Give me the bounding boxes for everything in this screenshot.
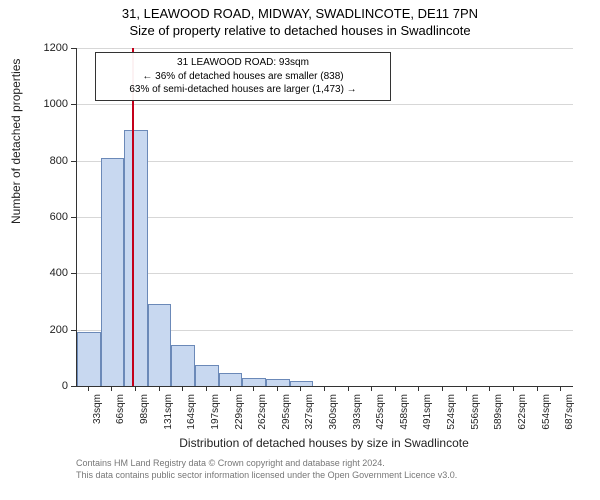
grid-line: [77, 161, 573, 162]
x-tick-label: 524sqm: [446, 394, 457, 434]
x-tick-label: 262sqm: [257, 394, 268, 434]
x-tick-mark: [88, 386, 89, 391]
x-tick-mark: [395, 386, 396, 391]
grid-line: [77, 273, 573, 274]
y-tick-mark: [71, 161, 76, 162]
grid-line: [77, 104, 573, 105]
y-tick-mark: [71, 217, 76, 218]
x-tick-mark: [135, 386, 136, 391]
x-tick-mark: [111, 386, 112, 391]
footer-line: This data contains public sector informa…: [76, 470, 457, 482]
x-tick-label: 622sqm: [517, 394, 528, 434]
y-tick-label: 400: [50, 267, 68, 279]
x-tick-mark: [466, 386, 467, 391]
x-tick-label: 98sqm: [139, 394, 150, 434]
footer-line: Contains HM Land Registry data © Crown c…: [76, 458, 457, 470]
x-tick-label: 164sqm: [186, 394, 197, 434]
x-tick-mark: [371, 386, 372, 391]
x-tick-label: 229sqm: [234, 394, 245, 434]
x-tick-label: 491sqm: [422, 394, 433, 434]
y-tick-label: 600: [50, 211, 68, 223]
x-tick-mark: [324, 386, 325, 391]
y-tick-mark: [71, 386, 76, 387]
y-tick-label: 1200: [44, 42, 68, 54]
y-tick-mark: [71, 104, 76, 105]
x-tick-label: 66sqm: [115, 394, 126, 434]
x-tick-mark: [159, 386, 160, 391]
histogram-bar: [242, 378, 266, 386]
title-subtitle: Size of property relative to detached ho…: [0, 21, 600, 38]
histogram-bar: [219, 373, 243, 386]
y-tick-mark: [71, 273, 76, 274]
x-tick-mark: [442, 386, 443, 391]
x-tick-mark: [348, 386, 349, 391]
x-tick-label: 556sqm: [470, 394, 481, 434]
y-tick-label: 0: [62, 380, 68, 392]
x-tick-label: 197sqm: [210, 394, 221, 434]
x-tick-label: 295sqm: [281, 394, 292, 434]
histogram-bar: [195, 365, 219, 386]
title-address: 31, LEAWOOD ROAD, MIDWAY, SWADLINCOTE, D…: [0, 0, 600, 21]
x-tick-mark: [206, 386, 207, 391]
x-tick-mark: [513, 386, 514, 391]
histogram-bar: [77, 332, 101, 386]
x-tick-label: 131sqm: [163, 394, 174, 434]
chart-container: 31, LEAWOOD ROAD, MIDWAY, SWADLINCOTE, D…: [0, 0, 600, 500]
x-tick-label: 458sqm: [399, 394, 410, 434]
histogram-bar: [124, 130, 148, 386]
annotation-line: 31 LEAWOOD ROAD: 93sqm: [102, 56, 384, 70]
grid-line: [77, 217, 573, 218]
x-tick-label: 589sqm: [493, 394, 504, 434]
x-tick-label: 425sqm: [375, 394, 386, 434]
y-tick-label: 200: [50, 324, 68, 336]
x-tick-label: 654sqm: [541, 394, 552, 434]
x-tick-mark: [560, 386, 561, 391]
x-tick-mark: [277, 386, 278, 391]
x-tick-mark: [182, 386, 183, 391]
histogram-bar: [266, 379, 290, 386]
x-tick-label: 687sqm: [564, 394, 575, 434]
histogram-bar: [101, 158, 125, 386]
y-tick-mark: [71, 48, 76, 49]
x-tick-mark: [418, 386, 419, 391]
y-tick-mark: [71, 330, 76, 331]
annotation-box: 31 LEAWOOD ROAD: 93sqm ← 36% of detached…: [95, 52, 391, 101]
y-axis-label: Number of detached properties: [9, 208, 23, 224]
x-tick-mark: [253, 386, 254, 391]
footer-attribution: Contains HM Land Registry data © Crown c…: [76, 458, 457, 481]
x-tick-mark: [230, 386, 231, 391]
grid-line: [77, 48, 573, 49]
histogram-bar: [148, 304, 172, 386]
x-tick-label: 393sqm: [352, 394, 363, 434]
x-tick-label: 360sqm: [328, 394, 339, 434]
x-tick-mark: [300, 386, 301, 391]
y-tick-label: 800: [50, 155, 68, 167]
x-tick-label: 33sqm: [92, 394, 103, 434]
x-tick-mark: [489, 386, 490, 391]
x-tick-label: 327sqm: [304, 394, 315, 434]
x-tick-mark: [537, 386, 538, 391]
x-axis-label: Distribution of detached houses by size …: [76, 436, 572, 450]
y-tick-label: 1000: [44, 98, 68, 110]
annotation-line: 63% of semi-detached houses are larger (…: [102, 83, 384, 97]
annotation-line: ← 36% of detached houses are smaller (83…: [102, 70, 384, 84]
histogram-bar: [171, 345, 195, 386]
